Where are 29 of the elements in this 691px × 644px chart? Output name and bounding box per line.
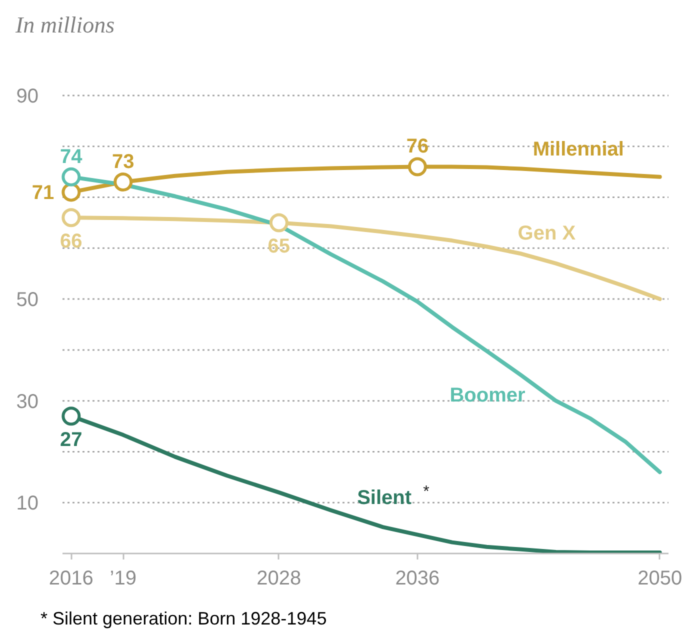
x-tick-label: 2016: [48, 568, 94, 590]
text: * Silent generation: Born 1928-1945: [40, 608, 327, 628]
y-axis-title: In millions: [14, 12, 115, 38]
series-label: Gen X: [518, 222, 576, 245]
series-label: Silent*: [357, 484, 430, 510]
point: [62, 208, 81, 228]
point: [62, 182, 81, 202]
data-label: 27: [60, 429, 82, 452]
x-tick-label: 2036: [395, 568, 440, 590]
point: [408, 157, 427, 176]
y-tick-label: 50: [16, 289, 39, 312]
data-label: 66: [60, 230, 82, 253]
data-label: 74: [60, 146, 84, 168]
series-label: Millennial: [532, 138, 624, 160]
data-label: 73: [112, 151, 134, 174]
point: [114, 172, 133, 192]
y-tick-label: 90: [16, 86, 39, 108]
series-label: Boomer: [450, 384, 526, 406]
data-label: 65: [268, 236, 290, 258]
point: [62, 167, 81, 186]
point: [62, 406, 81, 426]
data-label: 71: [32, 182, 54, 204]
x-tick-label: 2028: [256, 568, 302, 590]
y-tick-label: 30: [16, 390, 39, 413]
data-label: 76: [406, 136, 429, 158]
point: [269, 213, 288, 232]
y-tick-label: 10: [16, 492, 39, 515]
x-tick-label: 2050: [638, 568, 682, 590]
x-tick-label: ’19: [110, 568, 136, 590]
